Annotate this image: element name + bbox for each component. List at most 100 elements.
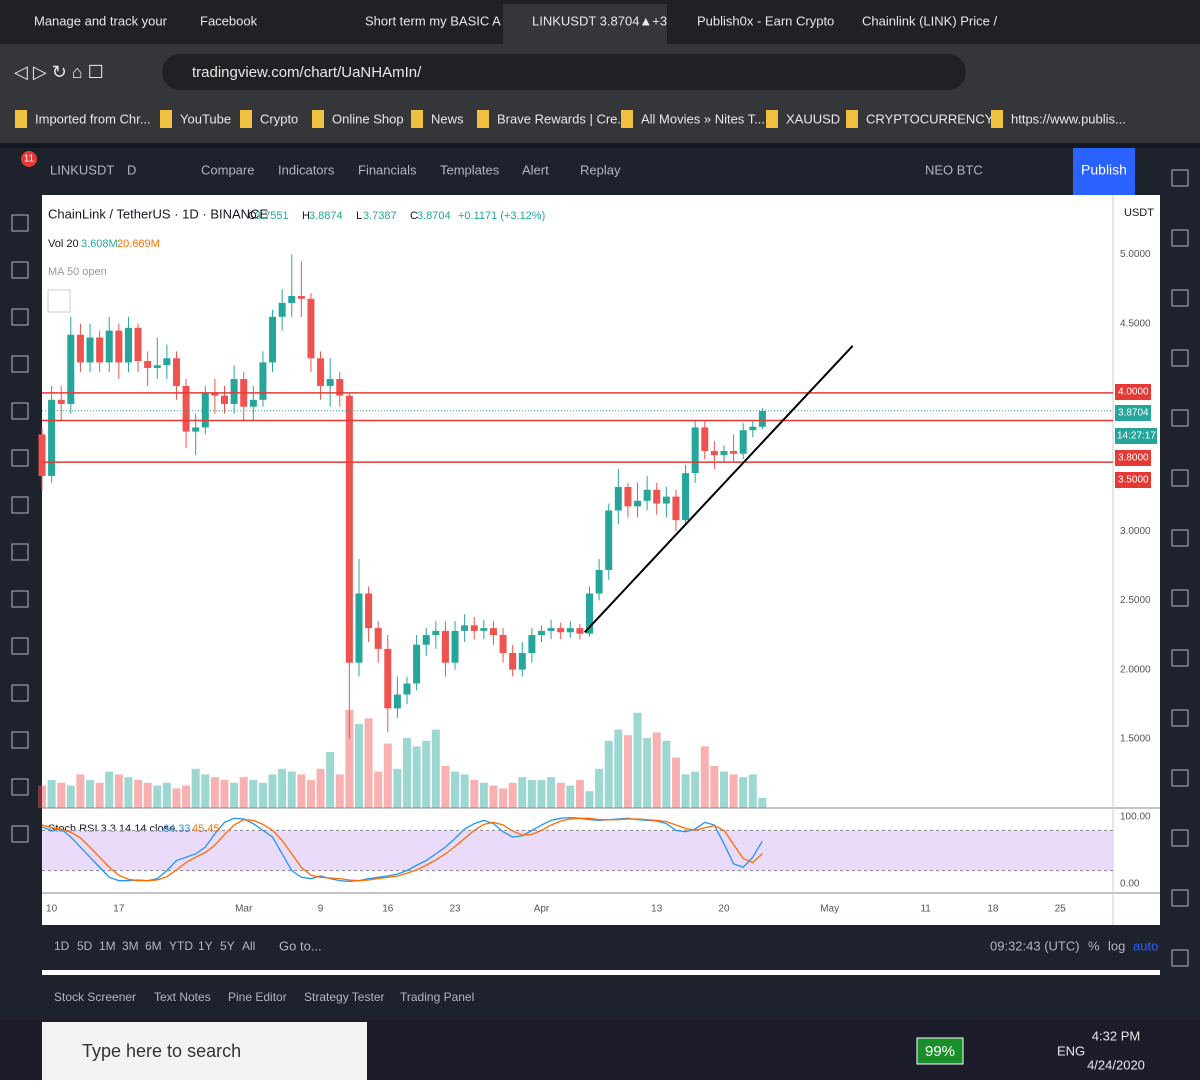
toolbar-button[interactable]: Financials — [358, 162, 417, 177]
tab-title[interactable]: Publish0x - Earn Crypto — [697, 13, 834, 28]
volume-bar — [172, 788, 181, 808]
publish-button[interactable] — [1073, 148, 1135, 195]
side-icon[interactable] — [1171, 529, 1189, 547]
tab-title[interactable]: Short term my BASIC A — [365, 13, 501, 28]
interval[interactable]: D — [127, 162, 136, 177]
volume-bar — [537, 780, 546, 808]
volume-bar — [710, 766, 719, 808]
tab-title[interactable]: Chainlink (LINK) Price / — [862, 13, 997, 28]
bookmark[interactable]: News — [431, 111, 464, 126]
y-tick-label: 5.0000 — [1120, 249, 1151, 260]
range-button[interactable]: 6M — [145, 939, 162, 953]
bookmark[interactable]: Brave Rewards | Cre... — [497, 111, 628, 126]
collapse-button[interactable] — [47, 289, 71, 313]
range-button[interactable]: YTD — [169, 939, 193, 953]
candle-body — [528, 635, 536, 654]
x-tick-label: 25 — [1055, 904, 1067, 915]
panel-tab[interactable]: Text Notes — [154, 990, 211, 1004]
lang: ENG — [1057, 1043, 1085, 1058]
side-icon[interactable] — [1171, 169, 1189, 187]
address-field[interactable] — [162, 54, 966, 90]
candle-body — [393, 694, 401, 709]
symbol[interactable]: LINKUSDT — [50, 162, 114, 177]
tool-icon[interactable] — [11, 214, 29, 232]
toolbar-button[interactable]: Templates — [440, 162, 500, 177]
volume-title: Vol 20 — [48, 238, 79, 250]
panel-tab[interactable]: Pine Editor — [228, 990, 287, 1004]
nav-buttons[interactable]: ◁ ▷ ↻ ⌂ ☐ — [14, 62, 104, 82]
x-tick-label: Mar — [235, 904, 253, 915]
range-button[interactable]: 5Y — [220, 939, 235, 953]
volume-bar — [623, 735, 632, 808]
panel-tab[interactable]: Stock Screener — [54, 990, 136, 1004]
side-icon[interactable] — [1171, 349, 1189, 367]
tool-icon[interactable] — [11, 261, 29, 279]
publish-label[interactable]: Publish — [1081, 162, 1127, 178]
range-button[interactable]: 1Y — [198, 939, 213, 953]
range-button[interactable]: 1M — [99, 939, 116, 953]
side-icon[interactable] — [1171, 709, 1189, 727]
tool-icon[interactable] — [11, 449, 29, 467]
y-tick-label: 2.5000 — [1120, 595, 1151, 606]
side-icon[interactable] — [1171, 289, 1189, 307]
scale-option[interactable]: % — [1088, 938, 1100, 953]
url[interactable]: tradingview.com/chart/UaNHAmIn/ — [192, 64, 422, 81]
scale-option[interactable]: auto — [1133, 938, 1158, 953]
pair[interactable]: NEO BTC — [925, 162, 983, 177]
tool-icon[interactable] — [11, 825, 29, 843]
range-button[interactable]: 3M — [122, 939, 139, 953]
bookmark[interactable]: CRYPTOCURRENCY... — [866, 111, 1003, 126]
range-button[interactable]: 1D — [54, 939, 70, 953]
goto[interactable]: Go to... — [279, 938, 322, 953]
toolbar-button[interactable]: Indicators — [278, 162, 335, 177]
bookmark[interactable]: YouTube — [180, 111, 231, 126]
side-icon[interactable] — [1171, 229, 1189, 247]
panel-tab[interactable]: Trading Panel — [400, 990, 474, 1004]
active-tab[interactable] — [503, 4, 667, 44]
bookmark[interactable]: All Movies » Nites T... — [641, 111, 765, 126]
tool-icon[interactable] — [11, 355, 29, 373]
bookmark[interactable]: Imported from Chr... — [35, 111, 151, 126]
side-icon[interactable] — [1171, 769, 1189, 787]
side-icon[interactable] — [1171, 589, 1189, 607]
toolbar-button[interactable]: Compare — [201, 162, 254, 177]
tool-icon[interactable] — [11, 496, 29, 514]
tab-title[interactable]: Facebook — [200, 13, 258, 28]
volume-bar — [297, 774, 306, 808]
scale-option[interactable]: log — [1108, 938, 1125, 953]
panel-tab[interactable]: Strategy Tester — [304, 990, 384, 1004]
tab-title[interactable]: LINKUSDT 3.8704▲+3 — [532, 13, 667, 28]
toolbar-button[interactable]: Alert — [522, 162, 549, 177]
ohlc-value: 3.7551 — [255, 210, 289, 222]
tool-icon[interactable] — [11, 308, 29, 326]
tool-icon[interactable] — [11, 590, 29, 608]
ohlc-key: H — [302, 210, 310, 222]
bookmark[interactable]: Online Shop — [332, 111, 404, 126]
bookmark[interactable]: Crypto — [260, 111, 298, 126]
volume-bar — [326, 752, 335, 808]
toolbar-button[interactable]: Replay — [580, 162, 621, 177]
search-box[interactable] — [42, 1022, 367, 1080]
tool-icon[interactable] — [11, 637, 29, 655]
side-icon[interactable] — [1171, 889, 1189, 907]
volume-bar — [153, 785, 162, 808]
tool-icon[interactable] — [11, 402, 29, 420]
side-icon[interactable] — [1171, 409, 1189, 427]
side-icon[interactable] — [1171, 949, 1189, 967]
candle-body — [201, 392, 209, 428]
side-icon[interactable] — [1171, 829, 1189, 847]
bookmark[interactable]: XAUUSD — [786, 111, 840, 126]
tool-icon[interactable] — [11, 731, 29, 749]
side-icon[interactable] — [1171, 649, 1189, 667]
bookmark[interactable]: https://www.publis... — [1011, 111, 1126, 126]
range-button[interactable]: 5D — [77, 939, 93, 953]
candle-body — [758, 410, 766, 427]
volume-bar — [585, 791, 594, 808]
tool-icon[interactable] — [11, 778, 29, 796]
search-text[interactable]: Type here to search — [82, 1041, 241, 1061]
side-icon[interactable] — [1171, 469, 1189, 487]
range-button[interactable]: All — [242, 939, 255, 953]
tab-title[interactable]: Manage and track your — [34, 13, 168, 28]
tool-icon[interactable] — [11, 543, 29, 561]
tool-icon[interactable] — [11, 684, 29, 702]
